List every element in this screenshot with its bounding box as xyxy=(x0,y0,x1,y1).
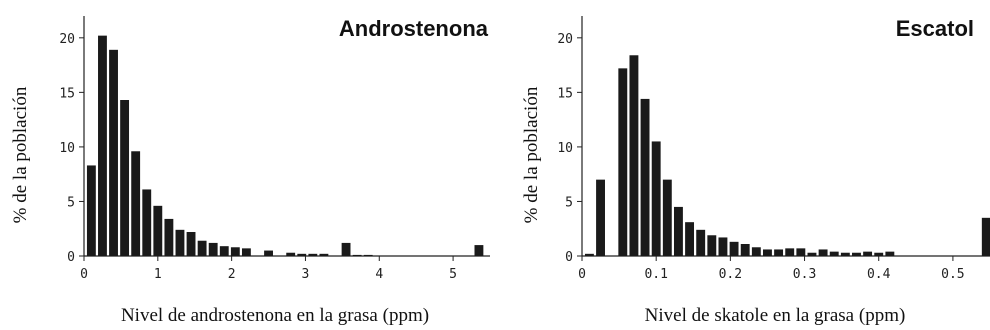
androstenona-y-tick-label: 0 xyxy=(67,250,75,265)
androstenona-y-tick-label: 10 xyxy=(59,141,75,156)
androstenona-x-tick-label: 2 xyxy=(228,267,236,282)
escatol-bar xyxy=(885,251,895,256)
escatol-y-tick-label: 20 xyxy=(557,32,573,47)
escatol-histogram: Escatol % de la población Nivel de skato… xyxy=(521,16,990,326)
escatol-bar xyxy=(863,251,873,256)
escatol-bar xyxy=(763,249,772,256)
escatol-bar xyxy=(651,141,661,256)
androstenona-bar xyxy=(319,253,329,256)
androstenona-bar xyxy=(241,248,251,256)
escatol-bar xyxy=(584,253,594,256)
androstenona-histogram: Androstenona % de la población Nivel de … xyxy=(10,16,490,326)
escatol-bar xyxy=(707,235,717,256)
escatol-bar xyxy=(596,179,605,256)
escatol-x-tick-label: 0.3 xyxy=(793,267,816,282)
androstenona-bar xyxy=(264,250,273,256)
escatol-bar xyxy=(751,247,761,256)
escatol-x-tick-label: 0.1 xyxy=(644,267,667,282)
androstenona-y-tick-label: 5 xyxy=(67,195,75,210)
androstenona-bar xyxy=(142,189,152,256)
androstenona-x-tick-label: 5 xyxy=(449,267,457,282)
escatol-bar xyxy=(807,252,817,256)
escatol-y-axis-label: % de la población xyxy=(521,86,542,223)
androstenona-bar xyxy=(197,240,207,256)
escatol-bar xyxy=(852,252,861,256)
androstenona-bar xyxy=(153,205,163,256)
androstenona-bar xyxy=(286,252,296,256)
escatol-bar xyxy=(640,98,650,256)
androstenona-bar xyxy=(363,254,373,256)
androstenona-bar xyxy=(164,218,174,256)
escatol-bar xyxy=(796,248,806,256)
androstenona-bar xyxy=(352,254,362,256)
androstenona-bar xyxy=(175,229,185,256)
androstenona-x-tick-label: 3 xyxy=(302,267,310,282)
escatol-bar xyxy=(818,249,828,256)
escatol-bar xyxy=(629,55,639,256)
androstenona-x-tick-label: 1 xyxy=(154,267,162,282)
escatol-bar xyxy=(740,244,750,256)
escatol-bar xyxy=(774,249,784,256)
escatol-bar xyxy=(618,68,628,256)
escatol-bar xyxy=(696,229,706,256)
escatol-bar xyxy=(673,206,683,256)
escatol-title: Escatol xyxy=(896,16,974,41)
androstenona-bar xyxy=(86,165,96,256)
androstenona-bar xyxy=(341,242,351,256)
androstenona-bar xyxy=(186,232,196,256)
escatol-x-tick-label: 0.5 xyxy=(941,267,964,282)
escatol-bar xyxy=(840,252,850,256)
escatol-bar xyxy=(685,222,695,256)
androstenona-bar xyxy=(109,49,118,256)
androstenona-bar xyxy=(474,245,484,256)
escatol-y-tick-label: 10 xyxy=(557,141,573,156)
androstenona-x-tick-label: 4 xyxy=(375,267,383,282)
androstenona-bar xyxy=(98,35,107,256)
escatol-x-tick-label: 0.2 xyxy=(719,267,742,282)
androstenona-bar xyxy=(120,100,130,256)
androstenona-bar xyxy=(308,253,318,256)
escatol-x-tick-label: 0 xyxy=(578,267,586,282)
androstenona-y-tick-label: 15 xyxy=(59,86,75,101)
escatol-y-tick-label: 5 xyxy=(565,195,573,210)
androstenona-y-axis-label: % de la población xyxy=(10,86,31,223)
androstenona-y-tick-label: 20 xyxy=(59,32,75,47)
androstenona-bar xyxy=(297,253,307,256)
escatol-y-tick-label: 0 xyxy=(565,250,573,265)
androstenona-x-tick-label: 0 xyxy=(80,267,88,282)
escatol-bar xyxy=(662,179,672,256)
escatol-x-tick-label: 0.4 xyxy=(867,267,891,282)
escatol-bar xyxy=(785,248,795,256)
escatol-bar xyxy=(829,251,839,256)
androstenona-bar xyxy=(208,242,218,256)
escatol-bar xyxy=(874,252,884,256)
androstenona-bar xyxy=(230,247,240,256)
escatol-x-axis-label: Nivel de skatole en la grasa (ppm) xyxy=(645,305,906,326)
escatol-bar xyxy=(718,237,728,256)
androstenona-x-axis-label: Nivel de androstenona en la grasa (ppm) xyxy=(121,305,429,326)
androstenona-bar xyxy=(219,246,229,256)
escatol-bar xyxy=(729,241,739,256)
escatol-bar xyxy=(981,217,990,256)
androstenona-title: Androstenona xyxy=(339,16,489,41)
escatol-y-tick-label: 15 xyxy=(557,86,573,101)
androstenona-bar xyxy=(131,151,141,256)
